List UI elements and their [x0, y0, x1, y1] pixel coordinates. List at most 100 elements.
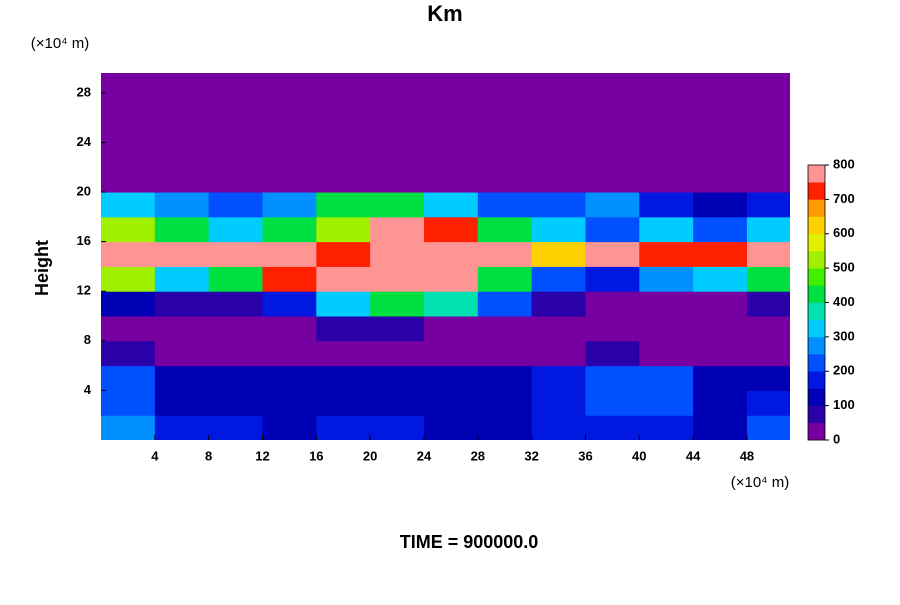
heat-cell — [585, 415, 640, 440]
colorbar-tick-label: 800 — [833, 156, 855, 171]
heat-cell — [746, 390, 790, 416]
heat-cell — [101, 365, 156, 391]
time-label: TIME = 900000.0 — [400, 532, 539, 552]
heat-cell — [154, 167, 210, 193]
heat-cell — [693, 117, 748, 143]
heat-cell — [370, 390, 425, 416]
heat-cell — [208, 92, 263, 119]
heat-cell — [693, 92, 748, 119]
heat-cell — [316, 192, 371, 218]
heat-cell — [423, 142, 479, 168]
heat-cell — [154, 92, 210, 119]
colorbar-segment — [808, 216, 825, 235]
x-tick-label: 28 — [471, 448, 485, 463]
colorbar-tick-label: 0 — [833, 431, 840, 446]
heat-cell — [531, 241, 586, 267]
x-tick-label: 44 — [686, 448, 701, 463]
heat-cell — [477, 415, 533, 440]
heat-cell — [693, 415, 748, 440]
colorbar-tick-label: 100 — [833, 397, 855, 412]
x-tick-label: 20 — [363, 448, 377, 463]
heat-cell — [208, 142, 263, 168]
heat-cell — [531, 365, 586, 391]
y-tick-label: 24 — [77, 134, 92, 149]
heat-cell — [477, 390, 533, 416]
heat-cell — [423, 365, 479, 391]
y-unit: (×10⁴ m) — [31, 35, 90, 52]
heat-cell — [101, 316, 156, 342]
heat-cell — [154, 192, 210, 218]
heat-cell — [746, 340, 790, 367]
heat-cell — [101, 390, 156, 416]
heat-cell — [208, 390, 263, 416]
heat-cell — [154, 415, 210, 440]
y-tick-label: 12 — [77, 283, 91, 298]
heat-cell — [316, 266, 371, 292]
heat-cell — [316, 167, 371, 193]
heat-cell — [585, 390, 640, 416]
heat-cell — [423, 192, 479, 218]
heat-cell — [477, 316, 533, 342]
heat-cell — [262, 365, 317, 391]
heat-cell — [477, 266, 533, 292]
heat-cell — [746, 241, 790, 267]
colorbar-segment — [808, 302, 825, 320]
colorbar-segment — [808, 422, 825, 441]
x-tick-label: 24 — [417, 448, 432, 463]
heat-cell — [370, 216, 425, 243]
colorbar-tick-label: 400 — [833, 294, 855, 309]
heat-cell — [262, 241, 317, 267]
heat-cell — [316, 241, 371, 267]
heat-cell — [316, 390, 371, 416]
colorbar-tick-label: 300 — [833, 328, 855, 343]
heat-cell — [585, 73, 640, 94]
colorbar-segment — [808, 233, 825, 252]
heat-cell — [262, 266, 317, 292]
x-unit: (×10⁴ m) — [731, 474, 790, 491]
heat-cell — [316, 216, 371, 243]
heat-cell — [477, 340, 533, 367]
y-tick-label: 20 — [77, 183, 91, 198]
heat-cell — [585, 92, 640, 119]
heat-cell — [639, 216, 694, 243]
heat-cell — [639, 117, 694, 143]
heat-cell — [154, 142, 210, 168]
heat-cell — [639, 365, 694, 391]
heat-cell — [639, 291, 694, 317]
heat-cell — [693, 291, 748, 317]
colorbar-segment — [808, 182, 825, 200]
heat-cell — [101, 92, 156, 119]
x-tick-label: 12 — [255, 448, 269, 463]
heat-cell — [101, 291, 156, 317]
heat-cell — [154, 73, 210, 94]
heat-cell — [208, 117, 263, 143]
heat-cell — [477, 92, 533, 119]
heat-cell — [531, 92, 586, 119]
heat-cell — [262, 390, 317, 416]
heat-cell — [639, 415, 694, 440]
heat-cell — [423, 291, 479, 317]
heat-cell — [585, 241, 640, 267]
heat-cell — [316, 291, 371, 317]
heat-cell — [208, 216, 263, 243]
heat-cell — [639, 92, 694, 119]
heat-cell — [423, 340, 479, 367]
colorbar-tick-label: 600 — [833, 225, 855, 240]
heat-cell — [370, 167, 425, 193]
heat-cell — [208, 415, 263, 440]
heat-cell — [585, 167, 640, 193]
heat-cell — [370, 192, 425, 218]
heat-cell — [262, 291, 317, 317]
heat-cell — [746, 192, 790, 218]
heat-cell — [585, 316, 640, 342]
heat-cell — [154, 216, 210, 243]
heat-cell — [316, 415, 371, 440]
heat-cell — [423, 415, 479, 440]
y-tick-label: 4 — [84, 382, 92, 397]
heat-cell — [154, 316, 210, 342]
heat-cell — [693, 340, 748, 367]
heat-cell — [370, 291, 425, 317]
heat-cell — [531, 167, 586, 193]
plot-area — [101, 73, 790, 440]
heat-cell — [746, 266, 790, 292]
